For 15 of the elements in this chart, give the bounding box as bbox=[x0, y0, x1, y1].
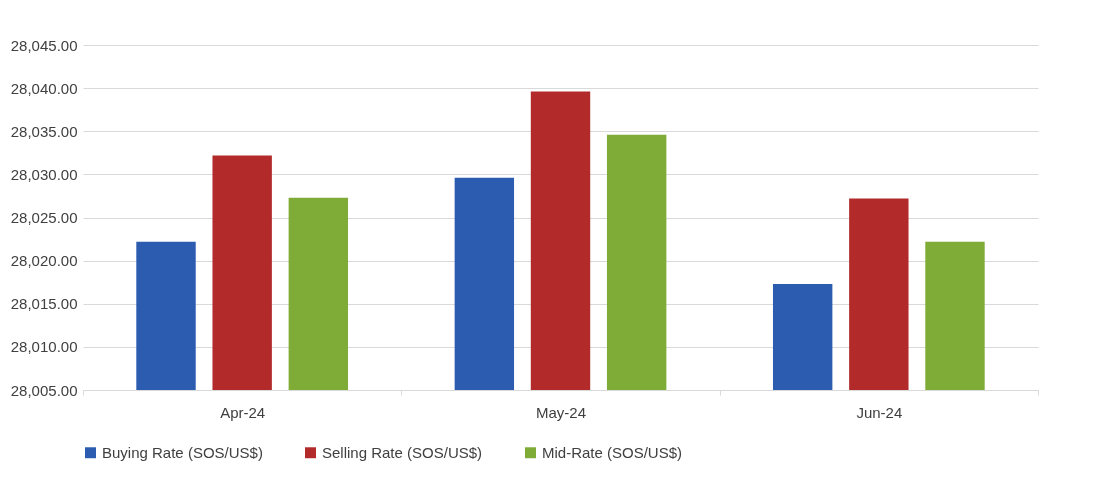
y-tick-label: 28,015.00 bbox=[10, 295, 78, 313]
y-tick-label: 28,040.00 bbox=[10, 79, 78, 97]
y-tick-label: 28,005.00 bbox=[10, 381, 78, 399]
y-tick-label: 28,025.00 bbox=[10, 209, 78, 226]
legend-label: Buying Rate (SOS/US$) bbox=[102, 443, 263, 461]
y-tick-label: 28,020.00 bbox=[10, 252, 78, 270]
y-tick-label: 28,010.00 bbox=[10, 338, 78, 356]
y-tick-label: 28,035.00 bbox=[10, 122, 78, 140]
legend-label: Mid-Rate (SOS/US$) bbox=[542, 443, 683, 461]
y-tick-label: 28,045.00 bbox=[10, 36, 78, 54]
x-tick-label: May-24 bbox=[535, 403, 587, 421]
y-tick-label: 28,030.00 bbox=[10, 165, 78, 183]
legend-label: Selling Rate (SOS/US$) bbox=[322, 443, 483, 461]
x-tick-label: Jun-24 bbox=[856, 403, 903, 421]
x-tick-label: Apr-24 bbox=[220, 403, 266, 421]
